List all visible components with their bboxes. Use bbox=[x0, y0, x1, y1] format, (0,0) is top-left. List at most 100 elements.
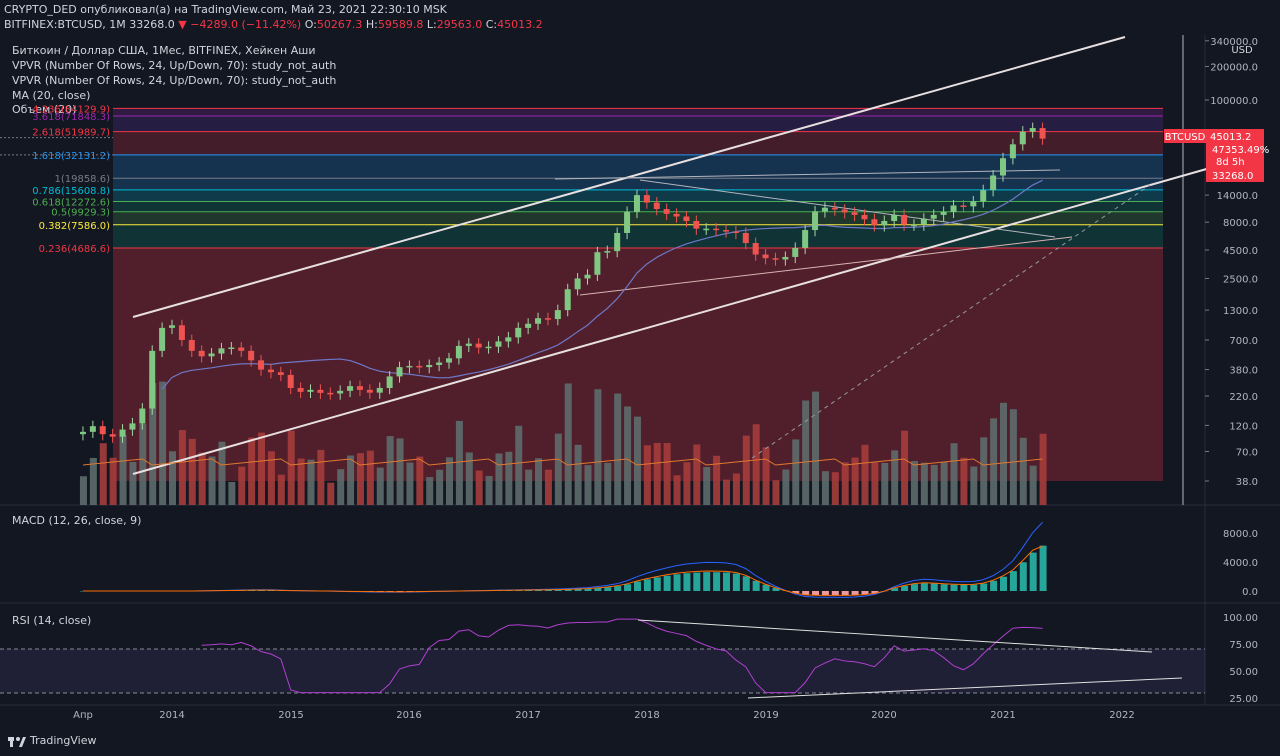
volume-ma-line bbox=[82, 458, 1043, 466]
rsi-trend-lower bbox=[747, 677, 1183, 699]
fib-label: 0.5(9929.3) bbox=[51, 208, 110, 219]
time-tick-label: 2018 bbox=[634, 710, 659, 721]
volume-bar bbox=[554, 433, 562, 505]
macd-histogram-bar bbox=[980, 583, 988, 591]
volume-bar bbox=[109, 457, 117, 505]
macd-histogram-bar bbox=[544, 589, 552, 591]
candle-body bbox=[564, 289, 571, 311]
volume-bar bbox=[436, 469, 444, 505]
macd-histogram-bar bbox=[960, 584, 968, 591]
volume-bar bbox=[416, 456, 424, 505]
candle-body bbox=[851, 212, 858, 215]
rsi-tick-label: 75.00 bbox=[1229, 640, 1258, 651]
candle-body bbox=[841, 209, 848, 213]
macd-histogram-bar bbox=[525, 590, 533, 591]
macd-axis: 8000.0 4000.0 0.0 bbox=[1223, 529, 1258, 598]
time-tick-label: 2017 bbox=[515, 710, 540, 721]
macd-histogram-bar bbox=[574, 589, 582, 591]
legend-vpvr-1[interactable]: VPVR (Number Of Rows, 24, Up/Down, 70): … bbox=[12, 59, 337, 72]
candle-body bbox=[831, 207, 838, 210]
candle-body bbox=[901, 214, 908, 225]
volume-bar bbox=[317, 449, 325, 505]
trendline-wedge bbox=[639, 179, 1056, 238]
macd-histogram-bar bbox=[871, 591, 879, 594]
trendline-support bbox=[579, 236, 1073, 296]
volume-bar bbox=[198, 452, 206, 505]
volume-bar bbox=[920, 462, 928, 505]
macd-histogram-bar bbox=[535, 589, 543, 591]
macd-histogram-bar bbox=[1029, 552, 1037, 591]
volume-bar bbox=[901, 430, 909, 505]
price-tag: BTCUSD 45013.2 47353.49% 8d 5h 33268.0 bbox=[1164, 129, 1269, 182]
legend-volume[interactable]: Объем (20) bbox=[12, 103, 77, 116]
volume-bar bbox=[950, 443, 958, 505]
volume-bar bbox=[337, 469, 345, 505]
candle-body bbox=[821, 207, 828, 212]
candle-body bbox=[475, 343, 482, 348]
volume-bar bbox=[604, 462, 612, 505]
fib-label: 0.382(7586.0) bbox=[39, 221, 111, 232]
volume-bar bbox=[297, 458, 305, 505]
volume-bar bbox=[347, 455, 355, 505]
candle-body bbox=[465, 343, 472, 346]
symbol-label: BITFINEX:BTCUSD, 1M bbox=[4, 18, 126, 31]
legend-ma[interactable]: MA (20, close) bbox=[12, 89, 91, 102]
candle-body bbox=[584, 274, 591, 279]
macd-histogram-bar bbox=[633, 581, 641, 591]
macd-histogram-bar bbox=[1039, 545, 1047, 591]
volume-bar bbox=[426, 477, 434, 505]
volume-bar bbox=[1039, 433, 1047, 505]
volume-bar bbox=[79, 476, 87, 505]
price-tick-label: 340000.0 bbox=[1210, 37, 1258, 48]
volume-bar bbox=[485, 476, 493, 505]
change-value: ▼ −4289.0 (−11.42%) bbox=[178, 18, 302, 31]
volume-bar bbox=[663, 442, 671, 505]
volume-bar bbox=[535, 458, 543, 505]
volume-bar bbox=[841, 462, 849, 505]
candle-body bbox=[317, 389, 324, 393]
macd-histogram-bar bbox=[1000, 576, 1007, 591]
volume-bar bbox=[594, 389, 602, 505]
candle-body bbox=[594, 252, 601, 275]
candle-body bbox=[920, 218, 927, 225]
candle-body bbox=[287, 374, 294, 388]
price-tag-symbol: BTCUSD bbox=[1165, 132, 1206, 143]
legend-title[interactable]: Биткоин / Доллар США, 1Мес, BITFINEX, Хе… bbox=[12, 44, 316, 57]
trendline-top bbox=[554, 169, 1061, 180]
macd-histogram-bar bbox=[772, 587, 780, 591]
candle-body bbox=[535, 318, 542, 324]
candle-body bbox=[258, 360, 265, 370]
time-tick-label: 2015 bbox=[278, 710, 303, 721]
candle-body bbox=[802, 230, 809, 248]
candle-body bbox=[1019, 131, 1026, 145]
tradingview-logo[interactable]: TradingView bbox=[8, 734, 96, 747]
volume-bar bbox=[208, 456, 216, 505]
candle-body bbox=[446, 358, 452, 363]
macd-histogram-bar bbox=[693, 572, 701, 591]
candle-body bbox=[248, 350, 255, 361]
ma-line bbox=[161, 179, 1043, 390]
volume-bar bbox=[455, 420, 463, 505]
macd-histogram-bar bbox=[643, 579, 651, 591]
volume-bar bbox=[624, 406, 632, 505]
candle-body bbox=[455, 345, 462, 359]
legend-vpvr-2[interactable]: VPVR (Number Of Rows, 24, Up/Down, 70): … bbox=[12, 74, 337, 87]
volume-bar bbox=[762, 447, 770, 505]
macd-histogram-bar bbox=[752, 580, 760, 591]
price-tick-label: 4500.0 bbox=[1223, 246, 1258, 257]
macd-histogram-bar bbox=[742, 576, 750, 591]
macd-histogram-bar bbox=[703, 572, 711, 591]
fib-label: 4.236(84129.9) bbox=[32, 104, 110, 115]
candle-body bbox=[436, 362, 443, 365]
candle-body bbox=[950, 205, 957, 212]
macd-signal-line bbox=[82, 545, 1043, 596]
volume-bar bbox=[386, 436, 394, 505]
volume-bar bbox=[703, 467, 711, 505]
macd-title[interactable]: MACD (12, 26, close, 9) bbox=[12, 514, 142, 527]
volume-bar bbox=[1029, 465, 1037, 505]
rsi-title[interactable]: RSI (14, close) bbox=[12, 614, 92, 627]
trendlines bbox=[132, 36, 1211, 475]
price-unit: USD bbox=[1231, 45, 1253, 56]
candle-body bbox=[980, 190, 987, 202]
